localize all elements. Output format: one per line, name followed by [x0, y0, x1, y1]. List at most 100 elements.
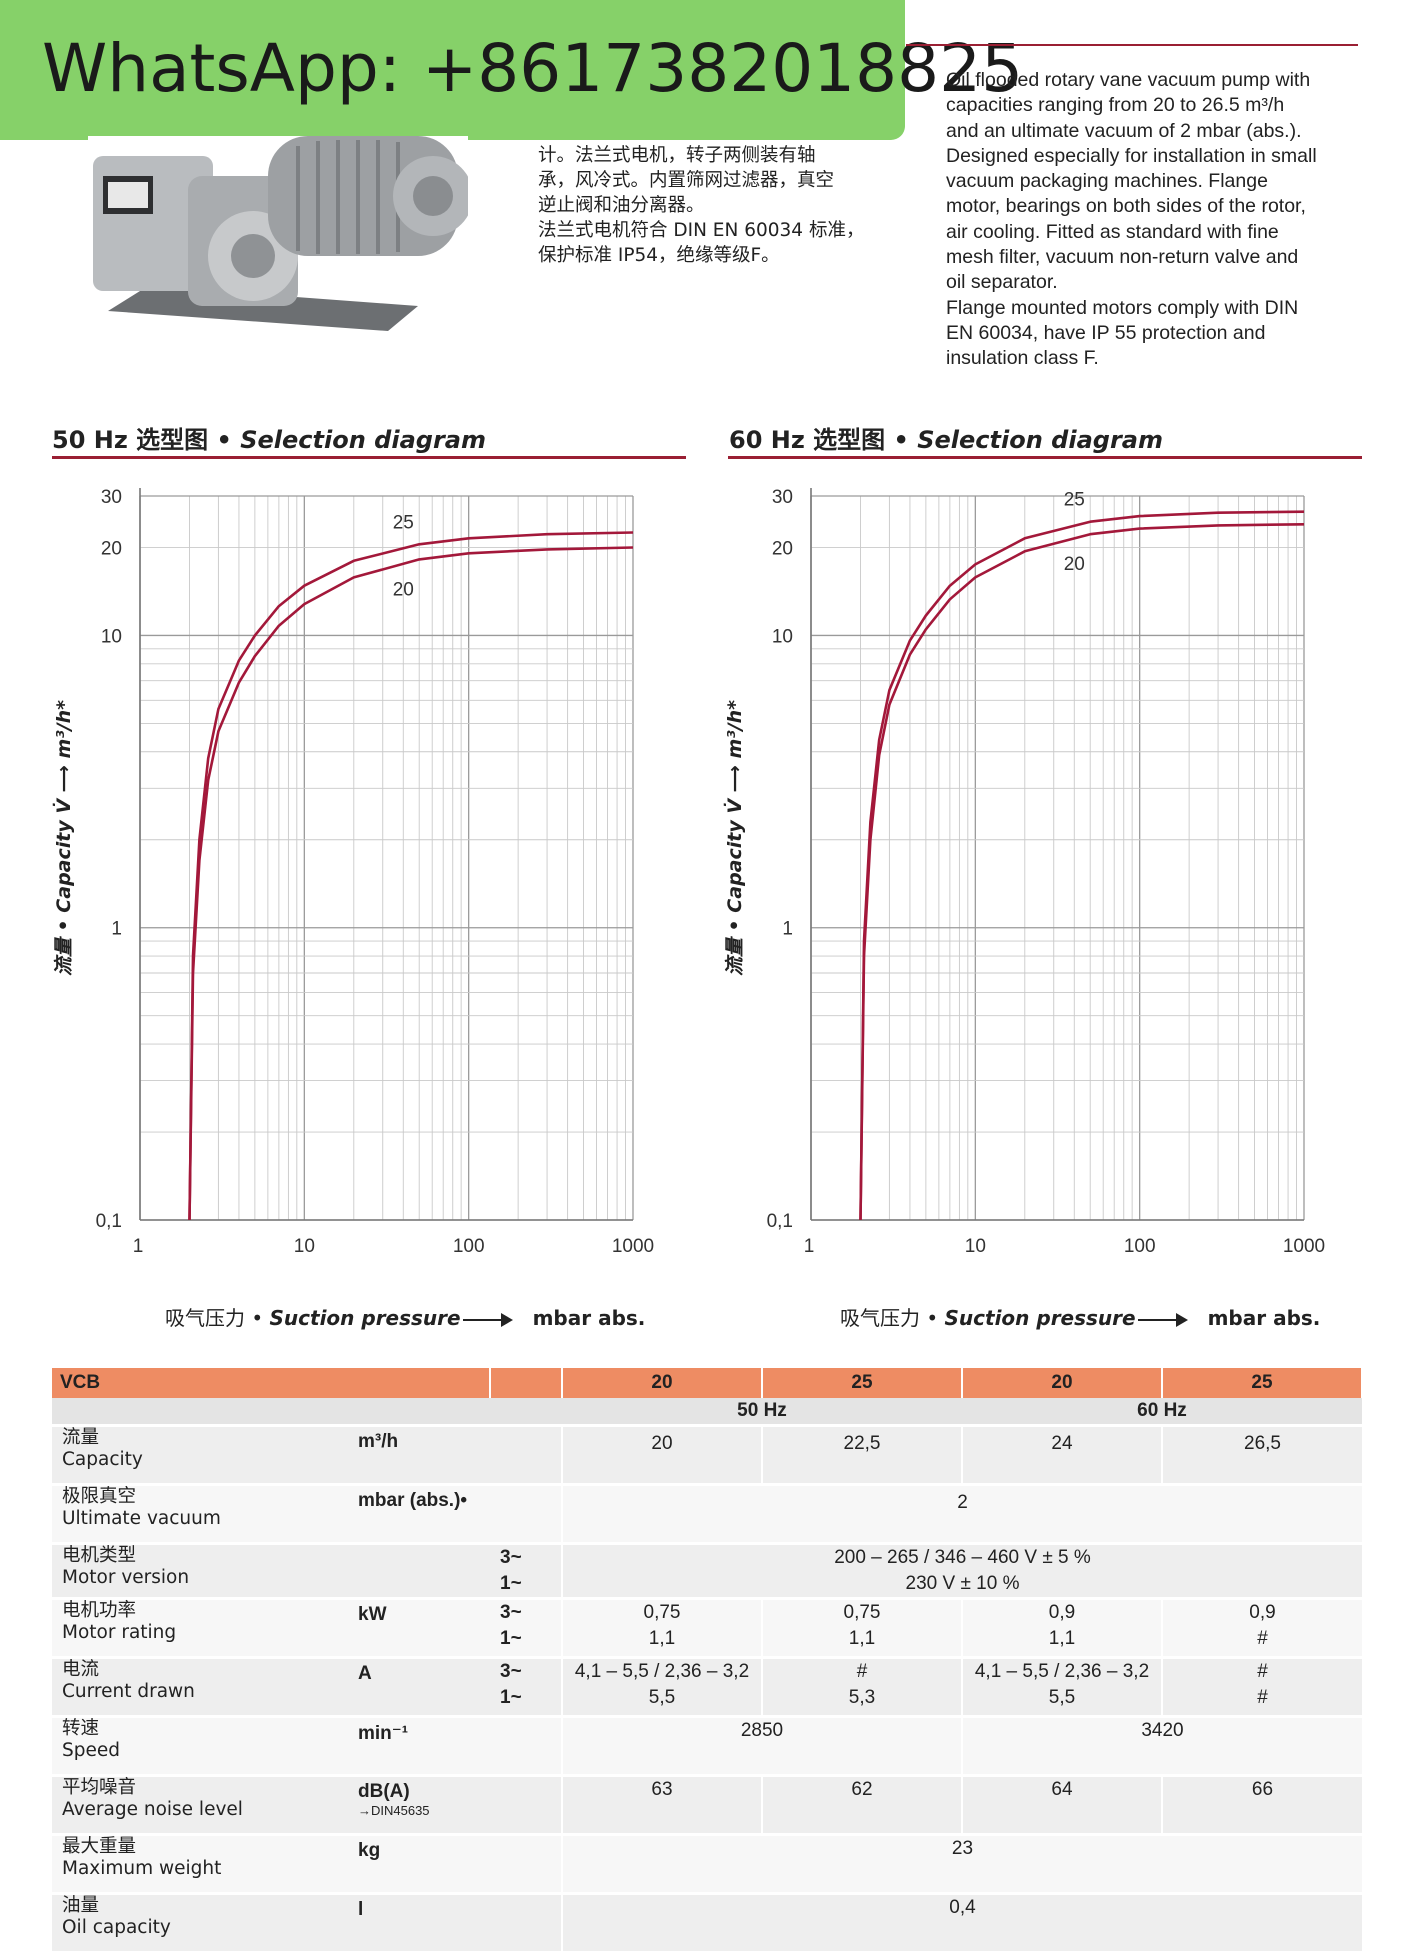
phase-1: 1~: [500, 1685, 561, 1711]
label-en: Ultimate vacuum: [62, 1508, 221, 1529]
diagram-rule-50hz: [52, 456, 686, 459]
frequency-row: 50 Hz 60 Hz: [52, 1398, 1362, 1426]
value: 66: [1163, 1777, 1362, 1803]
diagram-title-60hz: 60 Hz 选型图 • Selection diagram: [729, 420, 1163, 455]
label-cn: 流量: [62, 1427, 350, 1449]
y-tick-label: 10: [772, 626, 793, 647]
phase-cell: [490, 1894, 562, 1951]
x-tick-label: 10: [294, 1236, 315, 1257]
model-label: VCB: [52, 1368, 490, 1398]
series-line-20: [861, 524, 1305, 1220]
value-cell: 200 – 265 / 346 – 460 V ± 5 %230 V ± 10 …: [562, 1544, 1362, 1599]
top-rule: [906, 44, 1358, 46]
en-line: capacities ranging from 20 to 26.5 m³/h: [946, 93, 1366, 118]
x-tick-label: 10: [965, 1236, 986, 1257]
en-line: EN 60034, have IP 55 protection and: [946, 321, 1366, 346]
pump-image: [88, 136, 468, 346]
label-en: Motor rating: [62, 1622, 176, 1643]
x-tick-label: 1: [804, 1236, 815, 1257]
cn-line: 法兰式电机符合 DIN EN 60034 标准，: [538, 218, 898, 243]
cn-line: 保护标准 IP54，绝缘等级F。: [538, 243, 898, 268]
row-unit: mbar (abs.)•: [350, 1485, 490, 1544]
en-line: Flange mounted motors comply with DIN: [946, 296, 1366, 321]
en-line: and an ultimate vacuum of 2 mbar (abs.).: [946, 119, 1366, 144]
value-cell: 0,9#: [1162, 1599, 1362, 1658]
table-header-row: VCB 20 25 20 25: [52, 1368, 1362, 1398]
phase-cell: [490, 1776, 562, 1835]
whatsapp-number: WhatsApp: +8617382018825: [42, 30, 1023, 107]
phase-3: 3~: [500, 1545, 561, 1571]
x-tick-label: 100: [453, 1236, 485, 1257]
value-cell: #5,3: [762, 1658, 962, 1717]
y-tick-label: 20: [101, 538, 122, 559]
value: 200 – 265 / 346 – 460 V ± 5 %: [563, 1545, 1362, 1571]
y-tick-label: 1: [111, 919, 122, 940]
arrow-right-icon: [1138, 1319, 1186, 1321]
series-label-20: 20: [393, 579, 414, 600]
phase-cell: 3~1~: [490, 1544, 562, 1599]
phase-cell: 3~1~: [490, 1658, 562, 1717]
label-en: Capacity: [62, 1449, 143, 1470]
grid: [811, 496, 1304, 1220]
phase-3: 3~: [500, 1659, 561, 1685]
value: 1,1: [563, 1626, 761, 1652]
row-unit: kW: [350, 1599, 490, 1658]
cn-line: 计。法兰式电机，转子两侧装有轴: [538, 143, 898, 168]
size-header: 20: [962, 1368, 1162, 1398]
label-en: Maximum weight: [62, 1858, 221, 1879]
phase-1: 1~: [500, 1571, 561, 1597]
phase-cell: [490, 1835, 562, 1894]
label-en: Speed: [62, 1740, 120, 1761]
value-cell: 3420: [962, 1717, 1362, 1776]
value: 4,1 – 5,5 / 2,36 – 3,2: [963, 1659, 1161, 1685]
label-cn: 转速: [62, 1718, 350, 1740]
xaxis-label-sep: •: [920, 1306, 945, 1330]
phase-cell: [490, 1426, 562, 1485]
y-tick-label: 30: [772, 487, 793, 508]
en-line: insulation class F.: [946, 346, 1366, 371]
label-cn: 电机功率: [62, 1600, 350, 1622]
y-axis-label: 流量 • Capacity V̇ ⟶ m³/h*: [724, 700, 746, 976]
value-cell: ##: [1162, 1658, 1362, 1717]
value: 1,1: [763, 1626, 961, 1652]
en-line: Oil flooded rotary vane vacuum pump with: [946, 68, 1366, 93]
size-header: 25: [1162, 1368, 1362, 1398]
label-cn: 平均噪音: [62, 1777, 350, 1799]
value: 0,9: [963, 1600, 1161, 1626]
en-line: mesh filter, vacuum non-return valve and: [946, 245, 1366, 270]
y-tick-label: 30: [101, 487, 122, 508]
label-en: Average noise level: [62, 1799, 243, 1820]
value-cell: 22,5: [762, 1426, 962, 1485]
y-axis-label: 流量 • Capacity V̇ ⟶ m³/h*: [53, 700, 75, 976]
value: 2850: [563, 1718, 961, 1744]
xaxis-label-en: Suction pressure: [945, 1306, 1136, 1330]
en-line: vacuum packaging machines. Flange: [946, 169, 1366, 194]
value-cell: 20: [562, 1426, 762, 1485]
en-line: air cooling. Fitted as standard with fin…: [946, 220, 1366, 245]
phase-3: 3~: [500, 1600, 561, 1626]
value-cell: 62: [762, 1776, 962, 1835]
description-chinese: 计。法兰式电机，转子两侧装有轴 承，风冷式。内置筛网过滤器，真空 逆止阀和油分离…: [538, 143, 898, 268]
value: 3420: [963, 1718, 1362, 1744]
row-unit: kg: [350, 1835, 490, 1894]
row-unit: min⁻¹: [350, 1717, 490, 1776]
value-cell: 63: [562, 1776, 762, 1835]
phase-1: 1~: [500, 1626, 561, 1652]
label-cn: 电流: [62, 1659, 350, 1681]
value-cell: 24: [962, 1426, 1162, 1485]
value: 0,75: [763, 1600, 961, 1626]
label-cn: 油量: [62, 1895, 350, 1917]
value: 64: [963, 1777, 1161, 1803]
